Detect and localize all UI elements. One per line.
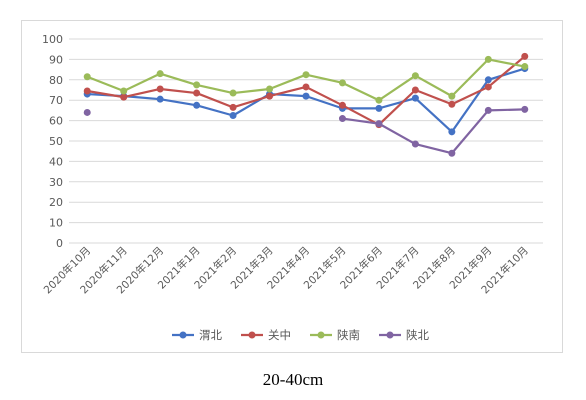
data-point xyxy=(229,112,237,119)
data-point xyxy=(521,105,529,113)
y-tick-label: 60 xyxy=(49,115,63,128)
data-point xyxy=(193,81,201,89)
gridlines xyxy=(69,38,543,244)
legend-marker xyxy=(317,331,325,339)
data-point xyxy=(411,140,419,148)
data-point xyxy=(484,106,492,114)
data-point xyxy=(448,149,456,157)
data-point xyxy=(448,128,456,136)
data-point xyxy=(266,85,274,93)
y-tick-label: 70 xyxy=(49,94,63,107)
data-point xyxy=(411,86,419,94)
data-point xyxy=(411,72,419,80)
data-point xyxy=(338,115,346,123)
data-point xyxy=(375,96,383,104)
data-point xyxy=(521,52,529,60)
data-point xyxy=(411,94,419,102)
chart-area: 0 10 20 30 40 50 60 70 80 90 100 2020年10月 2020年11月 2… xyxy=(21,20,563,353)
y-tick-label: 30 xyxy=(49,176,63,189)
data-point xyxy=(484,55,492,63)
legend-label: 渭北 xyxy=(199,328,222,342)
data-point xyxy=(338,79,346,87)
data-point xyxy=(302,92,310,100)
x-axis: 2020年10月2020年11月2020年12月2021年1月2021年2月20… xyxy=(41,244,531,296)
data-point xyxy=(266,92,274,100)
data-point xyxy=(302,83,310,91)
legend-label: 陕南 xyxy=(337,328,360,342)
legend: 渭北 关中 陕南 陕北 xyxy=(172,328,429,342)
series-line xyxy=(342,108,525,155)
y-tick-label: 10 xyxy=(49,217,63,230)
data-point xyxy=(120,93,128,101)
chart-caption: 20-40cm xyxy=(262,370,324,389)
data-point xyxy=(229,103,237,111)
data-point xyxy=(156,70,164,78)
legend-marker xyxy=(386,331,394,339)
data-point xyxy=(193,101,201,109)
data-point xyxy=(484,83,492,91)
data-point xyxy=(193,89,201,97)
data-point xyxy=(448,100,456,108)
data-point xyxy=(338,101,346,109)
y-tick-label: 0 xyxy=(56,237,63,250)
data-point xyxy=(229,89,237,97)
data-point xyxy=(120,87,128,95)
data-point xyxy=(448,92,456,100)
data-point xyxy=(302,71,310,79)
data-point xyxy=(83,108,91,116)
data-point xyxy=(375,120,383,128)
y-tick-label: 20 xyxy=(49,196,63,209)
data-point xyxy=(156,85,164,93)
data-point xyxy=(484,76,492,84)
series-lines xyxy=(83,52,529,157)
y-tick-label: 40 xyxy=(49,155,63,168)
legend-label: 关中 xyxy=(268,328,291,342)
data-point xyxy=(83,73,91,81)
y-tick-label: 90 xyxy=(49,53,63,66)
data-point xyxy=(156,95,164,103)
data-point xyxy=(375,104,383,112)
legend-marker xyxy=(248,331,256,339)
y-axis: 0 10 20 30 40 50 60 70 80 90 100 xyxy=(42,33,63,250)
line-chart: 0 10 20 30 40 50 60 70 80 90 100 2020年10月2020年11月2… xyxy=(41,33,543,342)
y-tick-label: 80 xyxy=(49,74,63,87)
y-tick-label: 100 xyxy=(42,33,63,46)
y-tick-label: 50 xyxy=(49,135,63,148)
legend-marker xyxy=(179,331,187,339)
legend-label: 陕北 xyxy=(406,328,429,342)
data-point xyxy=(83,87,91,95)
series-line xyxy=(87,55,526,126)
data-point xyxy=(521,63,529,71)
